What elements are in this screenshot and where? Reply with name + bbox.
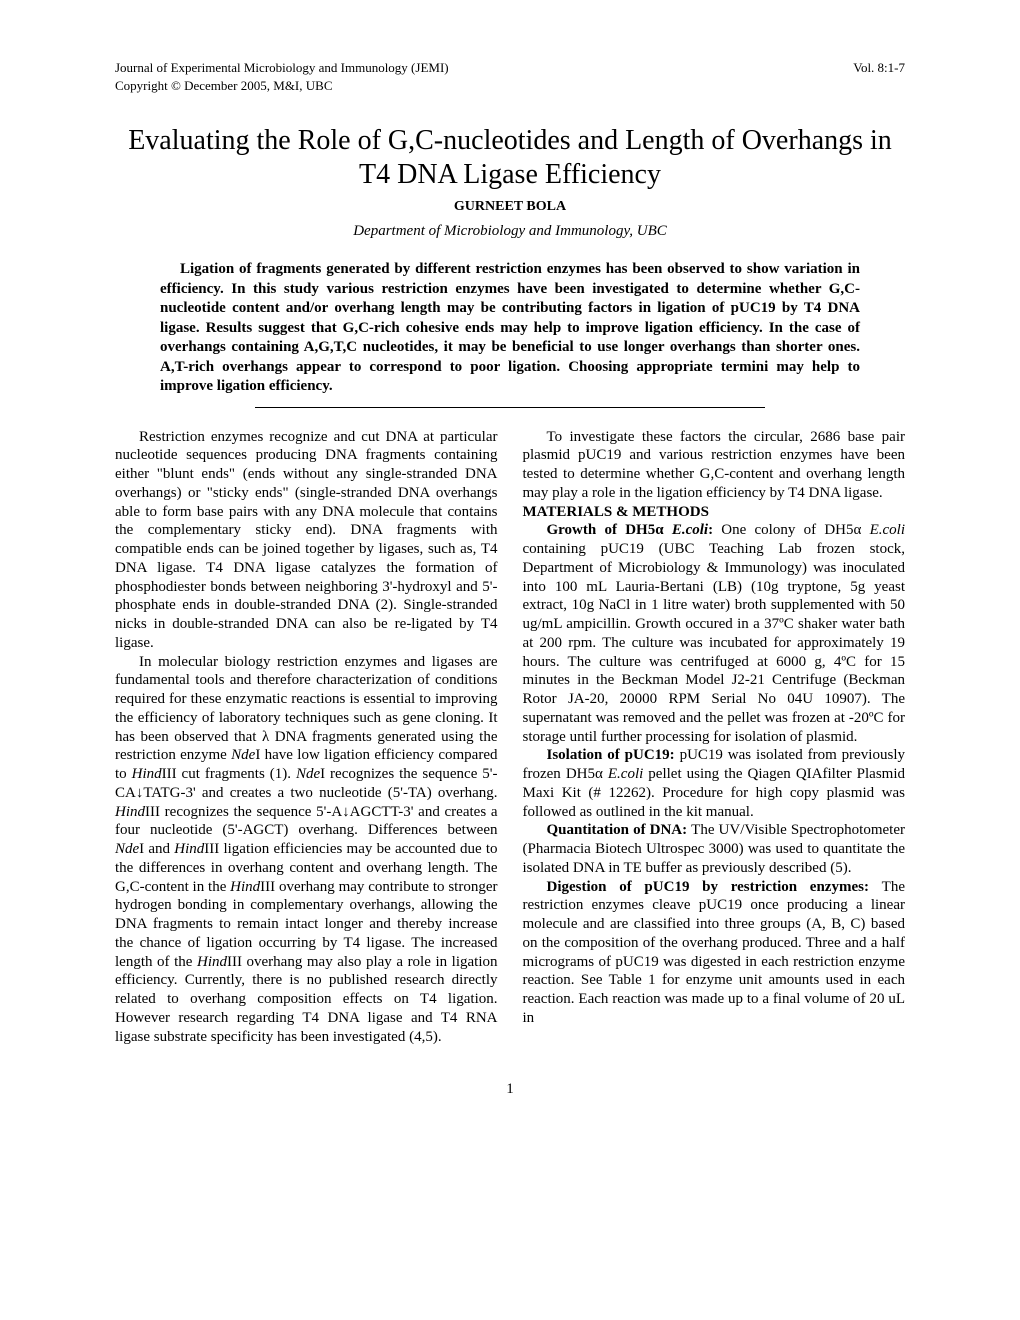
- author-name: GURNEET BOLA: [115, 199, 905, 215]
- materials-methods-heading: MATERIALS & METHODS: [523, 503, 906, 522]
- paper-title: Evaluating the Role of G,C-nucleotides a…: [115, 124, 905, 191]
- intro-paragraph-3: To investigate these factors the circula…: [523, 428, 906, 503]
- methods-quantitation: Quantitation of DNA: The UV/Visible Spec…: [523, 821, 906, 877]
- methods-growth: Growth of DH5α E.coli: One colony of DH5…: [523, 521, 906, 746]
- abstract-text: Ligation of fragments generated by diffe…: [160, 260, 860, 397]
- section-divider: [255, 407, 765, 408]
- journal-name: Journal of Experimental Microbiology and…: [115, 60, 449, 76]
- methods-digestion: Digestion of pUC19 by restriction enzyme…: [523, 878, 906, 1028]
- methods-isolation: Isolation of pUC19: pUC19 was isolated f…: [523, 746, 906, 821]
- intro-paragraph-2: In molecular biology restriction enzymes…: [115, 653, 498, 1047]
- volume-label: Vol. 8:1-7: [853, 60, 905, 76]
- intro-paragraph-1: Restriction enzymes recognize and cut DN…: [115, 428, 498, 653]
- left-column: Restriction enzymes recognize and cut DN…: [115, 428, 498, 1047]
- page-number: 1: [115, 1081, 905, 1098]
- right-column: To investigate these factors the circula…: [523, 428, 906, 1047]
- body-columns: Restriction enzymes recognize and cut DN…: [115, 428, 905, 1047]
- affiliation: Department of Microbiology and Immunolog…: [115, 223, 905, 240]
- copyright-line: Copyright © December 2005, M&I, UBC: [115, 78, 905, 94]
